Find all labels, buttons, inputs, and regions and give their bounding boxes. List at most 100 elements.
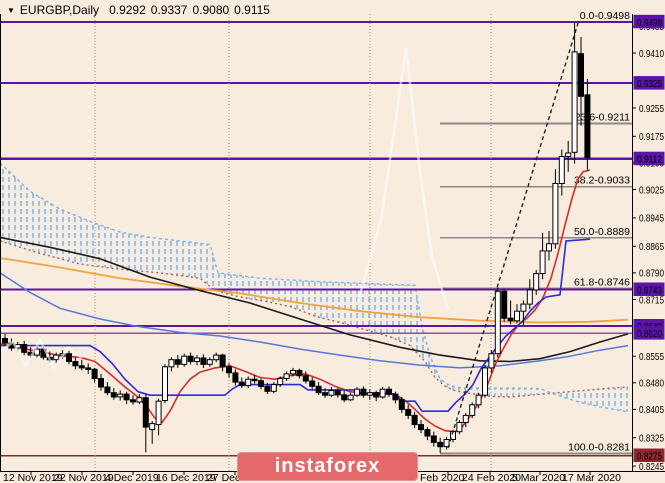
date-label: 27 Dec 2019	[207, 472, 267, 483]
bull-candle	[462, 414, 469, 423]
fib-label: 100.0-0.8281	[568, 441, 630, 453]
bear-candle	[187, 355, 194, 363]
trendline	[447, 19, 580, 449]
bear-candle	[424, 429, 431, 437]
bull-candle	[328, 390, 335, 396]
price-level-box-label: 0.8620	[637, 328, 662, 340]
bear-candle	[98, 378, 104, 388]
price-level-box-label: 0.9325	[637, 78, 662, 90]
bear-candle	[322, 392, 328, 396]
bear-candle	[72, 361, 79, 367]
price-level-box-label: 0.9112	[637, 154, 662, 166]
price-level-box-label: 0.9498	[637, 17, 662, 29]
fib-label: 38.2-0.9033	[574, 175, 630, 187]
price-tick-label: 0.9255	[639, 103, 664, 115]
bull-candle	[277, 378, 284, 385]
bull-candle	[565, 152, 572, 157]
bear-candle	[507, 317, 514, 322]
pulse-line	[356, 47, 450, 311]
price-level-box	[633, 151, 665, 166]
bear-candle	[411, 414, 418, 426]
bear-candle	[373, 392, 380, 398]
low-value: 0.9080	[192, 3, 230, 17]
bull-candle	[514, 310, 520, 322]
price-tick-label: 0.8865	[639, 241, 664, 253]
period-separators	[94, 14, 492, 471]
bear-candle	[238, 381, 245, 387]
price-level-box	[633, 448, 665, 462]
bear-candle	[334, 390, 341, 396]
bull-candle	[354, 388, 360, 396]
bull-candle	[526, 289, 533, 305]
price-level-box	[633, 76, 665, 90]
bear-candle	[2, 338, 8, 344]
bear-candle	[66, 353, 72, 363]
bear-candle	[130, 399, 136, 403]
candles-layer	[2, 21, 591, 453]
date-label: 16 Dec 2019	[156, 472, 216, 483]
price-tick-label: 0.8945	[639, 213, 664, 225]
bear-candle	[405, 408, 412, 416]
bear-candle	[219, 354, 226, 368]
bear-candle	[21, 344, 28, 353]
bear-candle	[91, 368, 98, 379]
date-label: 24 Feb 2020	[462, 472, 521, 483]
bull-candle	[136, 397, 143, 403]
high-value: 0.9337	[150, 3, 188, 17]
instaforex-watermark: instaforex	[237, 452, 418, 481]
bull-candle	[520, 303, 527, 312]
bear-candle	[78, 365, 85, 369]
fibonacci-levels: 0.0-0.9498 23.6-0.9211 38.2-0.9033 50.0-0.8…	[440, 10, 632, 455]
bull-candle	[149, 423, 156, 431]
kijun-sen	[0, 238, 591, 412]
symbol-period-label: EURGBP,Daily	[19, 3, 100, 17]
bull-candle	[366, 392, 373, 396]
price-level-box	[633, 326, 665, 340]
bear-candle	[341, 394, 348, 401]
bear-candle	[264, 385, 271, 392]
bull-candle	[571, 51, 578, 153]
bear-candle	[251, 378, 258, 382]
fib-label: 50.0-0.8889	[574, 226, 630, 238]
bull-candle	[539, 250, 546, 275]
bull-candle	[168, 359, 175, 368]
ma-blue	[0, 272, 629, 369]
bull-candle	[558, 156, 565, 184]
bull-candle	[546, 243, 552, 252]
dashed-trendline	[447, 19, 580, 449]
date-label: 12 Nov 2019	[3, 472, 63, 483]
bull-candle	[290, 369, 296, 375]
bear-candle	[418, 424, 424, 431]
bull-candle	[482, 367, 488, 396]
price-level-box	[633, 282, 665, 296]
price-level-box	[633, 14, 665, 29]
bull-candle	[213, 354, 220, 361]
bear-candle	[174, 359, 181, 365]
price-tick-label: 0.8555	[639, 351, 664, 363]
bull-candle	[469, 404, 476, 416]
pulse-watermark	[0, 47, 450, 371]
bull-candle	[347, 394, 354, 401]
bear-candle	[110, 392, 117, 398]
bear-candle	[501, 290, 508, 319]
bull-candle	[283, 373, 290, 379]
ma-black	[0, 236, 629, 363]
bear-candle	[200, 357, 207, 365]
bull-candle	[181, 355, 188, 365]
price-axis[interactable]: 0.94850.94100.92550.91750.91000.90250.89…	[632, 14, 665, 473]
bear-candle	[232, 372, 239, 383]
price-tick-label: 0.8405	[639, 404, 664, 416]
bull-candle	[456, 422, 463, 433]
bear-candle	[437, 441, 444, 448]
collapse-icon[interactable]: ▼	[7, 6, 15, 15]
bull-candle	[245, 378, 252, 387]
bear-candle	[430, 435, 437, 443]
price-tick-label: 0.8325	[639, 433, 664, 445]
date-label: 5 Mar 2020	[512, 472, 565, 483]
bull-candle	[552, 183, 559, 245]
price-tick-label: 0.9025	[639, 184, 664, 196]
bull-candle	[488, 353, 495, 369]
